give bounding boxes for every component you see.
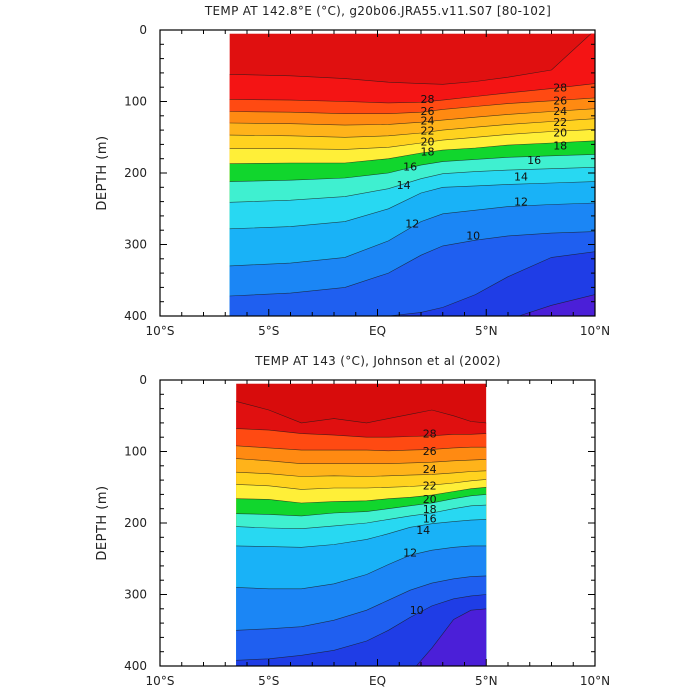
contour-label: 14 (416, 524, 430, 537)
x-tick-label: EQ (369, 324, 386, 338)
contour-label: 12 (403, 547, 417, 560)
contour-label: 22 (421, 125, 435, 138)
top-y-axis-label: DEPTH (m) (95, 135, 110, 210)
isotherm-line-29 (236, 401, 487, 424)
contour-label: 28 (421, 93, 435, 106)
y-tick-label: 100 (124, 95, 147, 109)
isotherm-line-10 (229, 202, 595, 267)
contour-label: 20 (421, 135, 435, 148)
contour-label: 26 (421, 105, 435, 118)
isotherm-line-12 (229, 181, 595, 230)
contour-label: 14 (514, 170, 528, 183)
y-tick-label: 200 (124, 166, 147, 180)
y-tick-label: 400 (124, 659, 147, 673)
contour-label: 24 (553, 105, 567, 118)
x-tick-label: 5°S (258, 324, 279, 338)
contour-label: 22 (423, 480, 437, 493)
bottom-title: TEMP AT 143 (°C), Johnson et al (2002) (254, 354, 501, 368)
isotherm-line-16 (236, 494, 487, 517)
x-tick-label: 10°N (580, 324, 610, 338)
y-tick-label: 100 (124, 445, 147, 459)
temperature-band-8 (236, 594, 487, 666)
isotherm-line-28 (229, 83, 595, 104)
y-tick-label: 200 (124, 516, 147, 530)
isotherm-line-22 (236, 470, 487, 477)
bottom-ticks: 10°S 5°S EQ 5°N 10°N 0 100 200 300 400 (124, 373, 610, 688)
bottom-contour-field (236, 383, 487, 666)
contour-label: 20 (553, 127, 567, 140)
isotherm-line-9 (236, 575, 487, 631)
temperature-band-8 (388, 251, 595, 316)
isotherm-line-14 (229, 167, 595, 203)
isotherm-line-20 (229, 129, 595, 150)
x-tick-label: 5°N (475, 674, 498, 688)
isotherm-line-18 (229, 140, 595, 164)
contour-label: 14 (397, 179, 411, 192)
y-tick-label: 300 (124, 588, 147, 602)
isotherm-line-26 (236, 445, 487, 452)
x-tick-label: 10°S (146, 324, 175, 338)
isotherm-line-24 (229, 108, 595, 126)
contour-label: 18 (553, 140, 567, 153)
isotherm-line-12 (236, 519, 487, 548)
contour-label: 18 (421, 145, 435, 158)
isotherm-line-18 (236, 487, 487, 504)
contour-bands (236, 383, 487, 666)
y-tick-label: 0 (139, 373, 147, 387)
isotherm-line-20 (236, 479, 487, 490)
contour-label: 16 (403, 160, 417, 173)
y-tick-label: 0 (139, 23, 147, 37)
contour-label: 16 (527, 154, 541, 167)
contour-label: 28 (423, 427, 437, 440)
isotherm-line-9 (229, 231, 595, 297)
bottom-y-axis-label: DEPTH (m) (95, 485, 110, 560)
x-tick-label: EQ (369, 674, 386, 688)
isotherm-line-7-5 (415, 608, 487, 666)
x-tick-label: 10°S (146, 674, 175, 688)
isotherm-line-14 (236, 504, 487, 530)
contour-label: 26 (553, 95, 567, 108)
isotherm-line-28 (236, 428, 487, 438)
y-tick-label: 400 (124, 309, 147, 323)
x-tick-label: 10°N (580, 674, 610, 688)
top-title: TEMP AT 142.8°E (°C), g20b06.JRA55.v11.S… (204, 4, 551, 18)
x-tick-label: 5°N (475, 324, 498, 338)
top-contour-field (229, 33, 595, 316)
contour-label: 28 (553, 82, 567, 95)
top-ticks: 10°S 5°S EQ 5°N 10°N 0 100 200 300 400 (124, 23, 610, 338)
contour-label: 20 (423, 493, 437, 506)
isotherm-line-16 (229, 154, 595, 182)
contour-bands (229, 33, 595, 316)
isotherm-line-8 (236, 594, 487, 661)
contour-label: 16 (423, 512, 437, 525)
isotherm-line-10 (236, 545, 487, 590)
y-tick-label: 300 (124, 238, 147, 252)
contour-label: 22 (553, 116, 567, 129)
isotherm-line-22 (229, 118, 595, 138)
contour-label: 18 (423, 503, 437, 516)
x-tick-label: 5°S (258, 674, 279, 688)
contour-label: 12 (514, 195, 528, 208)
isotherm-line-24 (236, 458, 487, 464)
isotherm-line-26 (229, 97, 595, 114)
temperature-band-7-5 (518, 294, 595, 316)
contour-label: 26 (423, 445, 437, 458)
contour-label: 10 (466, 230, 480, 243)
isotherm-line-28-7 (229, 33, 592, 85)
temperature-band-7-5 (416, 608, 487, 666)
contour-label: 10 (410, 604, 424, 617)
contour-label: 24 (423, 463, 437, 476)
contour-label: 24 (421, 115, 435, 128)
contour-label: 12 (405, 218, 419, 231)
isotherm-line-8 (384, 251, 595, 316)
